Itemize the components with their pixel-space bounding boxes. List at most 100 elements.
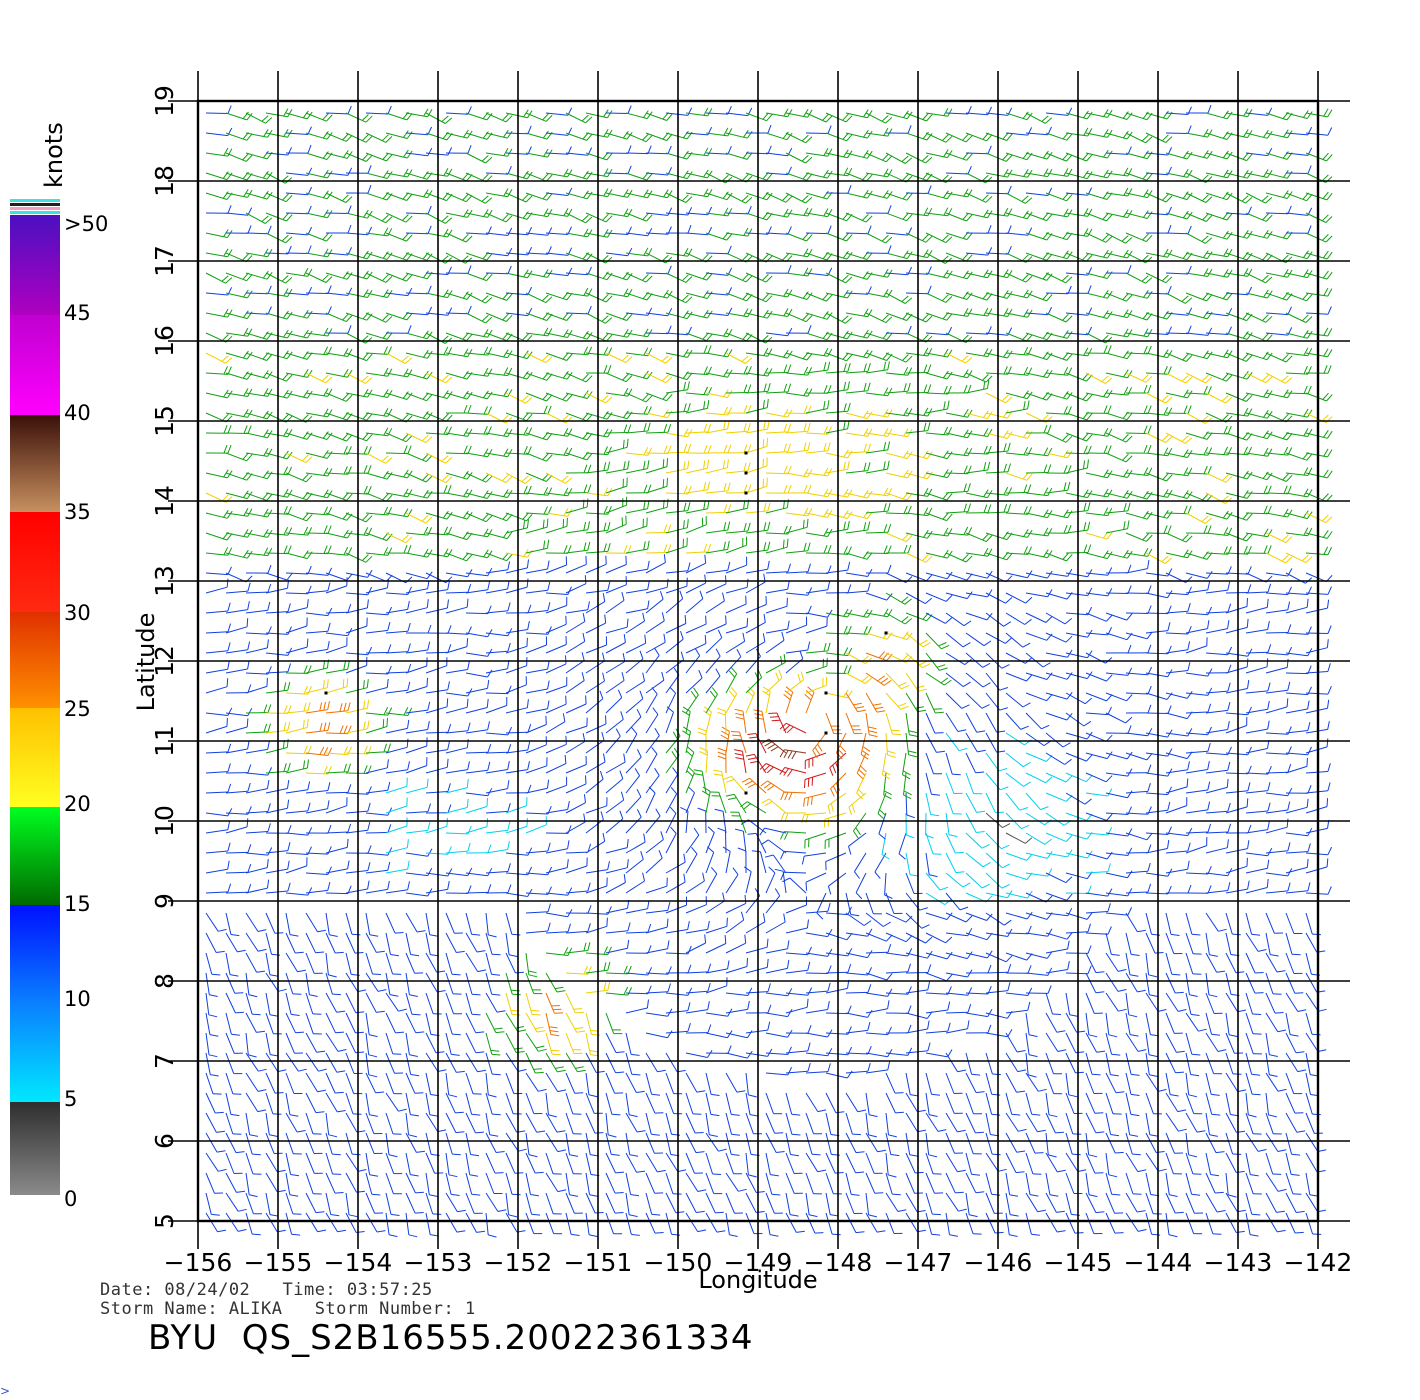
wind-barb	[1125, 844, 1152, 854]
wind-barb	[965, 225, 992, 234]
wind-barb	[945, 1052, 967, 1073]
wind-barb	[705, 406, 733, 416]
wind-barb	[665, 767, 679, 794]
wind-barb	[725, 632, 746, 654]
wind-barb	[305, 327, 333, 337]
wind-barb	[345, 465, 372, 474]
wind-barb	[665, 460, 690, 474]
wind-barb	[1065, 110, 1093, 120]
wind-barb	[1165, 860, 1190, 874]
wind-barb	[1105, 292, 1133, 302]
wind-barb	[1105, 1072, 1125, 1094]
wind-barb	[365, 427, 393, 437]
wind-barb	[625, 132, 653, 143]
wind-barb	[625, 392, 653, 403]
wind-barb	[1125, 912, 1146, 933]
wind-barb	[1125, 345, 1152, 355]
wind-barb	[845, 212, 873, 223]
wind-barb	[1305, 250, 1333, 260]
wind-barb	[985, 486, 1013, 496]
wind-barb	[525, 757, 548, 774]
wind-barb	[545, 1152, 562, 1175]
wind-barb	[1285, 126, 1313, 136]
wind-barb	[525, 392, 553, 402]
wind-barb	[1225, 618, 1249, 634]
wind-barb	[1045, 1172, 1059, 1197]
wind-barb	[765, 265, 792, 274]
wind-barb	[565, 541, 591, 554]
wind-barb	[645, 477, 668, 494]
wind-barb	[1185, 192, 1213, 203]
wind-barb	[565, 1072, 584, 1094]
wind-barb	[385, 622, 411, 634]
wind-barb	[1165, 1092, 1187, 1113]
wind-barb	[1205, 392, 1233, 404]
y-tick-label: 8	[150, 973, 179, 989]
wind-barb	[785, 232, 813, 242]
wind-barb	[685, 107, 713, 117]
wind-barb	[725, 1172, 747, 1192]
wind-barb	[445, 952, 461, 976]
wind-barb	[305, 722, 331, 734]
wind-barb	[1265, 932, 1279, 957]
wind-barb	[605, 477, 628, 494]
wind-barb	[1245, 621, 1270, 634]
wind-barb	[845, 521, 871, 534]
wind-barb	[945, 572, 973, 581]
wind-barb	[725, 205, 752, 215]
wind-barb	[1245, 1072, 1261, 1096]
wind-barb	[585, 1052, 605, 1073]
wind-barb	[1045, 107, 1073, 116]
wind-barb	[685, 1132, 705, 1154]
wind-barb	[1125, 585, 1152, 594]
wind-barb	[845, 928, 873, 937]
wind-barb	[1165, 1012, 1183, 1034]
wind-barb	[445, 445, 472, 455]
colorbar-band-45-50	[10, 215, 60, 315]
colorbar-cap-stripe-3	[10, 207, 60, 210]
wind-barb	[645, 1132, 664, 1154]
wind-barb	[545, 655, 567, 674]
wind-barb	[1045, 1212, 1066, 1233]
wind-barb	[525, 130, 553, 140]
wind-barb	[385, 352, 413, 364]
wind-barb	[265, 572, 293, 581]
wind-barb	[1165, 1212, 1178, 1238]
wind-barb	[605, 130, 633, 140]
wind-barb	[245, 723, 271, 734]
wind-barb	[1265, 372, 1293, 384]
wind-barb	[625, 708, 642, 734]
wind-barb	[785, 641, 811, 654]
wind-barb	[925, 326, 953, 336]
wind-barb	[865, 932, 893, 942]
wind-barb	[745, 1112, 763, 1135]
wind-barb	[745, 1172, 765, 1193]
wind-barb	[885, 612, 913, 625]
wind-barb	[345, 1192, 358, 1218]
wind-barb	[525, 816, 547, 834]
wind-barb	[1205, 1072, 1220, 1096]
wind-barb	[1166, 884, 1192, 894]
wind-barb	[285, 167, 313, 176]
wind-barb	[405, 108, 433, 118]
wind-barb	[1205, 1212, 1222, 1235]
wind-barb	[1105, 350, 1133, 360]
wind-barb	[385, 707, 413, 716]
wind-barb	[1245, 1052, 1261, 1076]
wind-barb	[505, 657, 528, 674]
wind-barb	[245, 803, 271, 814]
wind-barb	[245, 1072, 267, 1092]
wind-barb	[865, 1112, 877, 1138]
wind-barb	[1165, 352, 1193, 362]
wind-barb	[625, 900, 650, 914]
wind-barb	[1305, 972, 1326, 993]
wind-barb	[465, 844, 492, 854]
wind-barb	[1145, 248, 1173, 258]
wind-barb	[585, 636, 607, 654]
wind-barb	[225, 641, 251, 654]
wind-barb	[765, 1008, 793, 1018]
wind-barb	[605, 438, 629, 454]
wind-barb	[425, 1112, 447, 1133]
wind-barb	[545, 1132, 567, 1153]
wind-barb	[1185, 972, 1198, 997]
